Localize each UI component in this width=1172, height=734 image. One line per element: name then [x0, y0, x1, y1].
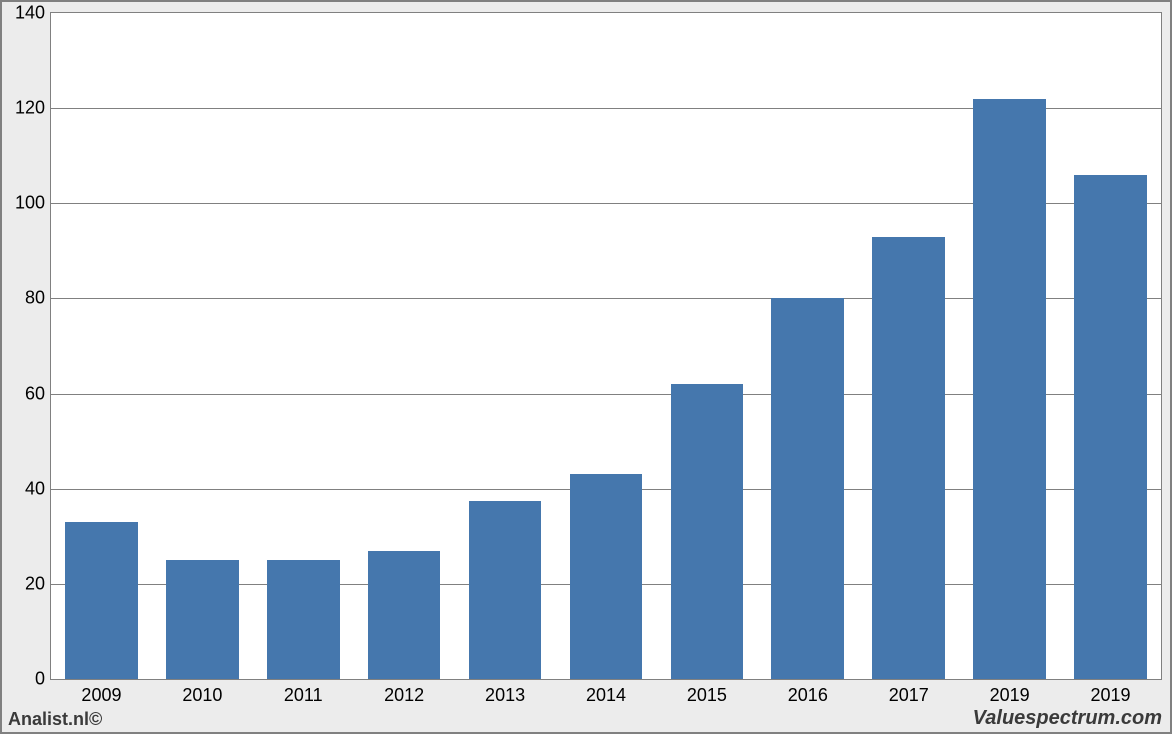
x-tick-label: 2016	[788, 679, 828, 706]
y-tick-label: 20	[25, 573, 51, 594]
y-tick-label: 60	[25, 383, 51, 404]
bar	[267, 560, 340, 679]
x-tick-label: 2011	[284, 679, 323, 706]
y-tick-label: 80	[25, 288, 51, 309]
footer-credit-right: Valuespectrum.com	[973, 707, 1162, 730]
bar	[65, 522, 138, 679]
bar	[872, 237, 945, 679]
bar	[166, 560, 239, 679]
y-tick-label: 0	[35, 669, 51, 690]
x-tick-label: 2009	[81, 679, 121, 706]
footer-credit-left: Analist.nl©	[8, 709, 102, 730]
x-tick-label: 2017	[889, 679, 929, 706]
y-tick-label: 120	[15, 98, 51, 119]
x-tick-label: 2019	[990, 679, 1030, 706]
y-tick-label: 100	[15, 193, 51, 214]
plot-area: 0204060801001201402009201020112012201320…	[50, 12, 1162, 680]
bar	[973, 99, 1046, 679]
x-tick-label: 2013	[485, 679, 525, 706]
bar	[771, 298, 844, 679]
x-tick-label: 2010	[182, 679, 222, 706]
x-tick-label: 2019	[1091, 679, 1131, 706]
chart-frame: 0 20 40 60 80 100 120 140 2009 2010 2011 2012 2013 20…	[0, 0, 1172, 734]
y-tick-label: 40	[25, 478, 51, 499]
bar	[469, 501, 542, 679]
x-tick-label: 2015	[687, 679, 727, 706]
y-tick-label: 140	[15, 3, 51, 24]
bar	[368, 551, 441, 679]
x-tick-label: 2014	[586, 679, 626, 706]
bar	[570, 474, 643, 679]
x-tick-label: 2012	[384, 679, 424, 706]
bar	[671, 384, 744, 679]
bar	[1074, 175, 1147, 679]
